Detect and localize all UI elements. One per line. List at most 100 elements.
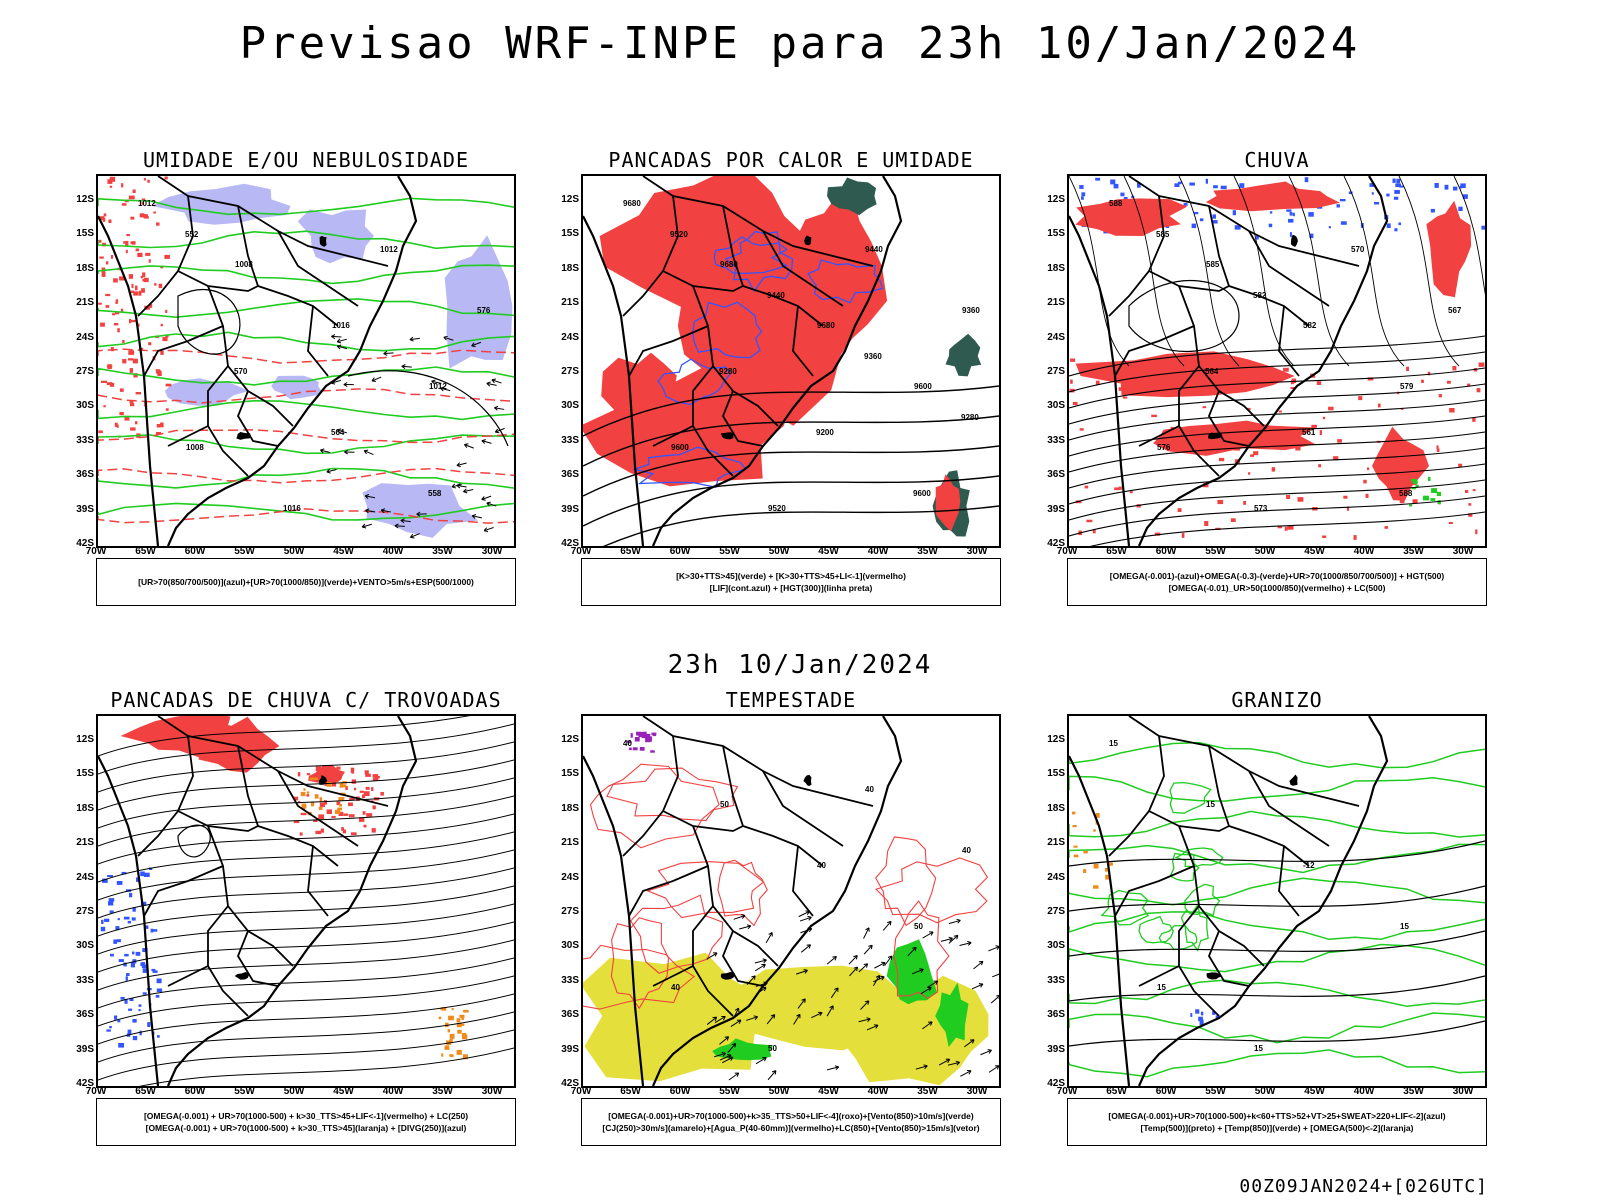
purple-speckle xyxy=(628,747,632,751)
wind-vector xyxy=(754,958,767,964)
wind-vector xyxy=(858,1017,871,1023)
lagoon xyxy=(1207,432,1223,440)
wind-vector xyxy=(947,1060,960,1066)
border-line xyxy=(652,965,694,987)
red-speckle xyxy=(1277,526,1283,529)
border-line xyxy=(762,770,844,847)
lake xyxy=(1289,774,1298,786)
blue-speckle xyxy=(1110,179,1116,185)
contour-label: 15 xyxy=(1157,983,1166,992)
orange-speckle xyxy=(313,777,319,780)
red-speckle xyxy=(128,358,134,361)
divergence-blue xyxy=(140,962,144,966)
hgt300-contour xyxy=(583,415,999,467)
red-speckle xyxy=(141,201,144,205)
lat-tick-label: 39S xyxy=(76,503,94,515)
border-line xyxy=(1128,716,1360,807)
wind-arrow xyxy=(494,427,505,434)
divergence-blue xyxy=(108,901,114,906)
wind-arrow xyxy=(451,483,462,489)
streamline xyxy=(1123,176,1185,367)
lat-tick-label: 30S xyxy=(561,940,579,952)
red-speckle xyxy=(1283,367,1289,372)
red-speckle xyxy=(121,203,127,206)
thickness-contour xyxy=(98,467,514,484)
red-speckle xyxy=(351,779,356,784)
red-speckle xyxy=(380,792,384,796)
green-contour xyxy=(98,502,514,521)
streamline xyxy=(98,849,514,901)
contour-label: 570 xyxy=(1351,245,1365,254)
red-speckle xyxy=(129,319,136,323)
wind-vector xyxy=(964,1039,975,1048)
red-speckle xyxy=(1118,387,1124,391)
green-speckle xyxy=(1437,500,1441,504)
red-speckle xyxy=(342,829,346,834)
red-speckle xyxy=(1095,380,1100,385)
red-speckle xyxy=(120,308,124,313)
border-line xyxy=(167,965,209,987)
red-speckle xyxy=(348,814,355,818)
red-speckle xyxy=(1377,403,1381,408)
blue-speckle xyxy=(1394,190,1400,194)
red-speckle xyxy=(1436,445,1439,449)
lat-tick-label: 33S xyxy=(561,434,579,446)
border-line xyxy=(307,305,329,377)
legend-line: [OMEGA(-0.001)-(azul)+OMEGA(-0.3)-(verde… xyxy=(1109,571,1445,581)
lat-tick-label: 36S xyxy=(561,469,579,481)
red-speckle xyxy=(1250,454,1254,457)
orange-speckle xyxy=(462,1054,468,1060)
border-line xyxy=(1208,745,1310,867)
red-speckle xyxy=(125,240,129,246)
contour-label: 1012 xyxy=(429,382,447,391)
streamline xyxy=(1343,176,1405,367)
red-speckle xyxy=(129,318,132,324)
hgt500-contour xyxy=(1069,335,1485,377)
red-speckle xyxy=(139,213,145,218)
lon-tick-label: 55W xyxy=(1205,1086,1226,1097)
red-speckle xyxy=(137,252,143,258)
orange-speckle xyxy=(326,782,332,787)
red-speckle xyxy=(366,813,373,817)
red-speckle xyxy=(1367,467,1370,471)
red-speckle xyxy=(318,777,321,782)
red-speckle xyxy=(148,259,151,263)
wind-vector xyxy=(922,1021,933,1030)
contour-label: -12 xyxy=(1303,861,1315,870)
legend-box: [OMEGA(-0.001)-(azul)+OMEGA(-0.3)-(verde… xyxy=(1067,558,1487,606)
wind-vector xyxy=(973,960,984,970)
blue-speckle xyxy=(1462,194,1468,199)
lat-tick-label: 30S xyxy=(76,940,94,952)
lagoon xyxy=(720,971,735,980)
red-speckle xyxy=(1399,500,1405,504)
orange-speckle xyxy=(447,1029,450,1033)
lon-tick-label: 30W xyxy=(966,546,988,557)
contour-label: 1012 xyxy=(138,199,156,208)
red-speckle xyxy=(1452,366,1457,371)
contour-label: 588 xyxy=(1399,489,1413,498)
divergence-blue xyxy=(138,1009,141,1012)
lon-tick-label: 70W xyxy=(1056,546,1078,557)
lat-tick-label: 18S xyxy=(1047,262,1065,274)
coastline xyxy=(651,716,903,1086)
contour-label: 567 xyxy=(1448,306,1462,315)
lon-tick-label: 50W xyxy=(768,546,790,557)
temp850-contour xyxy=(1069,1049,1485,1078)
rain-red-fill xyxy=(1205,181,1340,212)
blue-speckle xyxy=(1292,212,1295,217)
purple-speckle xyxy=(645,734,649,739)
divergence-blue xyxy=(151,968,156,971)
divergence-blue xyxy=(129,892,133,898)
orange-speckle xyxy=(449,1038,453,1043)
contour-label: 9200 xyxy=(816,428,834,437)
lon-tick-label: 35W xyxy=(917,1086,938,1097)
purple-speckle xyxy=(638,732,642,737)
wind-vector xyxy=(992,973,999,978)
divergence-blue xyxy=(118,1043,124,1048)
panel-tempestade: TEMPESTADE 40 50 40 50 40 50 40 40 12S 15S 18S 21S 24… xyxy=(561,688,1001,1178)
wind-vector xyxy=(714,1016,726,1024)
divergence-blue xyxy=(152,970,158,973)
red-speckle xyxy=(119,412,124,416)
hgt500-contour xyxy=(1069,367,1485,409)
map-svg: 40 50 40 50 40 50 40 40 xyxy=(583,716,999,1086)
